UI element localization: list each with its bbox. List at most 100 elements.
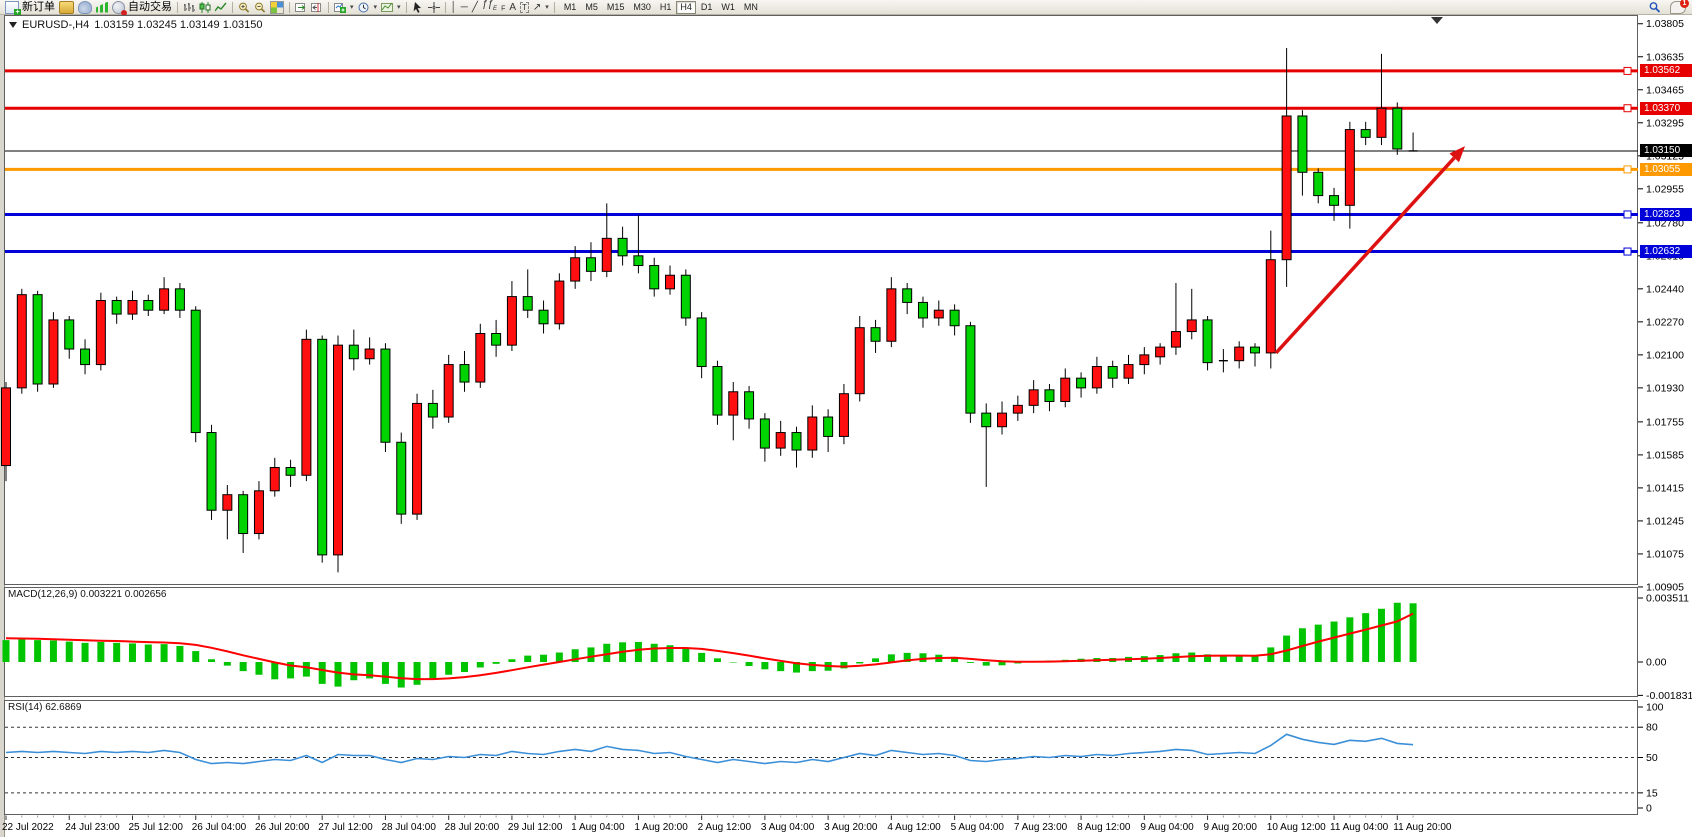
chart-canvas[interactable]: 1.038051.036351.034651.032951.031251.029… <box>0 15 1692 837</box>
svg-text:27 Jul 12:00: 27 Jul 12:00 <box>318 822 373 833</box>
zoom-in-button[interactable] <box>236 0 252 15</box>
timeframe-button-d1[interactable]: D1 <box>697 1 717 14</box>
bar-chart-icon <box>184 2 195 12</box>
svg-text:5 Aug 04:00: 5 Aug 04:00 <box>951 822 1005 833</box>
crosshair-tool-button[interactable] <box>426 0 442 15</box>
trendline-tool-button[interactable]: ╱ <box>470 0 480 15</box>
line-chart-icon <box>215 2 227 11</box>
indicators-button[interactable]: ▾ <box>332 0 356 15</box>
timeframe-button-mn[interactable]: MN <box>740 1 762 14</box>
svg-text:1.01585: 1.01585 <box>1646 449 1684 461</box>
svg-text:1.03635: 1.03635 <box>1646 51 1684 63</box>
svg-text:100: 100 <box>1646 702 1664 714</box>
clock-icon <box>358 2 369 12</box>
trend-arrow[interactable] <box>1274 156 1456 355</box>
timeframe-button-w1[interactable]: W1 <box>717 1 739 14</box>
svg-text:3 Aug 04:00: 3 Aug 04:00 <box>761 822 815 833</box>
text-label-icon: T <box>520 1 529 13</box>
svg-text:1.01755: 1.01755 <box>1646 416 1684 428</box>
svg-text:3 Aug 20:00: 3 Aug 20:00 <box>824 822 878 833</box>
timeframe-button-h1[interactable]: H1 <box>656 1 676 14</box>
svg-text:26 Jul 20:00: 26 Jul 20:00 <box>255 822 310 833</box>
svg-text:11 Aug 20:00: 11 Aug 20:00 <box>1393 822 1452 833</box>
new-order-icon: + <box>5 0 21 16</box>
arrows-tool-button[interactable]: ↗ ▾ <box>531 0 551 15</box>
timeframe-button-h4[interactable]: H4 <box>676 0 696 14</box>
equidistant-channel-icon: ƒƒE <box>481 0 498 12</box>
autotrading-label: 自动交易 <box>128 0 172 13</box>
svg-text:0.00: 0.00 <box>1646 657 1667 669</box>
svg-text:2 Aug 12:00: 2 Aug 12:00 <box>698 822 752 833</box>
hline-handle[interactable] <box>1623 66 1632 75</box>
dropdown-arrow-icon: ▾ <box>373 3 378 11</box>
mql5-community-button[interactable] <box>76 0 94 15</box>
svg-text:1 Aug 20:00: 1 Aug 20:00 <box>634 822 688 833</box>
wallet-button[interactable] <box>57 0 76 15</box>
tile-windows-icon <box>270 0 284 14</box>
signal-button[interactable] <box>94 0 110 15</box>
templates-button[interactable]: ▾ <box>379 0 403 15</box>
svg-text:1.03805: 1.03805 <box>1646 18 1684 30</box>
candlestick-chart-button[interactable] <box>197 0 213 15</box>
timeframe-button-m1[interactable]: M1 <box>560 1 581 14</box>
svg-text:26 Jul 04:00: 26 Jul 04:00 <box>192 822 247 833</box>
toolbar-separator <box>232 1 233 13</box>
svg-text:7 Aug 23:00: 7 Aug 23:00 <box>1014 822 1068 833</box>
new-order-label: 新订单 <box>22 0 55 13</box>
cursor-icon <box>413 1 421 13</box>
hline-handle[interactable] <box>1623 247 1632 256</box>
signal-icon <box>96 1 108 13</box>
horizontal-line-tool-button[interactable]: ─ <box>459 0 470 15</box>
equidistant-channel-tool-button[interactable]: ƒƒE <box>480 0 499 15</box>
svg-text:1.01415: 1.01415 <box>1646 482 1684 494</box>
fibonacci-tool-button[interactable]: F <box>499 0 507 15</box>
bar-chart-button[interactable] <box>181 0 197 15</box>
svg-text:28 Jul 20:00: 28 Jul 20:00 <box>445 822 500 833</box>
text-tool-button[interactable]: A <box>507 0 518 15</box>
indicators-add-icon <box>334 2 346 13</box>
search-button[interactable] <box>1647 0 1663 15</box>
toolbar-right: 1 <box>1647 0 1689 15</box>
tile-windows-button[interactable] <box>268 0 286 15</box>
arrows-icon: ↗ <box>532 1 542 13</box>
svg-text:1.03295: 1.03295 <box>1646 117 1684 129</box>
templates-icon <box>381 2 394 12</box>
toolbar-separator <box>328 1 329 13</box>
svg-text:0: 0 <box>1646 803 1652 815</box>
chart-shift-button[interactable] <box>309 0 325 15</box>
scroll-to-end-button[interactable] <box>293 0 309 15</box>
timeframe-button-m15[interactable]: M15 <box>603 1 629 14</box>
zoom-out-button[interactable] <box>252 0 268 15</box>
text-icon: A <box>509 1 517 13</box>
autotrading-button[interactable]: 自动交易 <box>110 0 174 16</box>
notifications-button[interactable]: 1 <box>1668 0 1689 15</box>
wallet-icon <box>59 0 74 14</box>
line-chart-button[interactable] <box>213 0 229 15</box>
timeframe-button-m5[interactable]: M5 <box>581 1 602 14</box>
dropdown-arrow-icon: ▾ <box>545 3 549 11</box>
periods-button[interactable]: ▾ <box>356 0 380 15</box>
hline-handle[interactable] <box>1623 104 1632 113</box>
price-line-label: 1.02632 <box>1640 245 1692 259</box>
svg-text:-0.001831: -0.001831 <box>1646 690 1692 702</box>
zoom-out-icon <box>255 2 266 13</box>
svg-text:50: 50 <box>1646 752 1658 764</box>
hline-handle[interactable] <box>1623 210 1632 219</box>
svg-text:24 Jul 23:00: 24 Jul 23:00 <box>65 822 120 833</box>
dropdown-arrow-icon: ▾ <box>397 3 401 11</box>
vertical-line-tool-button[interactable]: │ <box>449 0 459 15</box>
svg-text:1.02955: 1.02955 <box>1646 183 1684 195</box>
shift-marker-icon[interactable] <box>1431 17 1443 24</box>
hline-handle[interactable] <box>1623 165 1632 174</box>
toolbar-separator <box>177 1 178 13</box>
cursor-tool-button[interactable] <box>410 0 426 15</box>
svg-text:1.01075: 1.01075 <box>1646 548 1684 560</box>
text-label-tool-button[interactable]: T <box>518 0 531 15</box>
svg-text:9 Aug 20:00: 9 Aug 20:00 <box>1204 822 1258 833</box>
timeframe-button-m30[interactable]: M30 <box>629 1 655 14</box>
zoom-in-icon <box>239 2 250 13</box>
toolbar-separator <box>444 1 446 13</box>
one-click-trading-toggle-icon[interactable] <box>9 22 17 28</box>
autotrading-icon <box>112 0 127 16</box>
new-order-button[interactable]: + 新订单 <box>3 0 57 16</box>
